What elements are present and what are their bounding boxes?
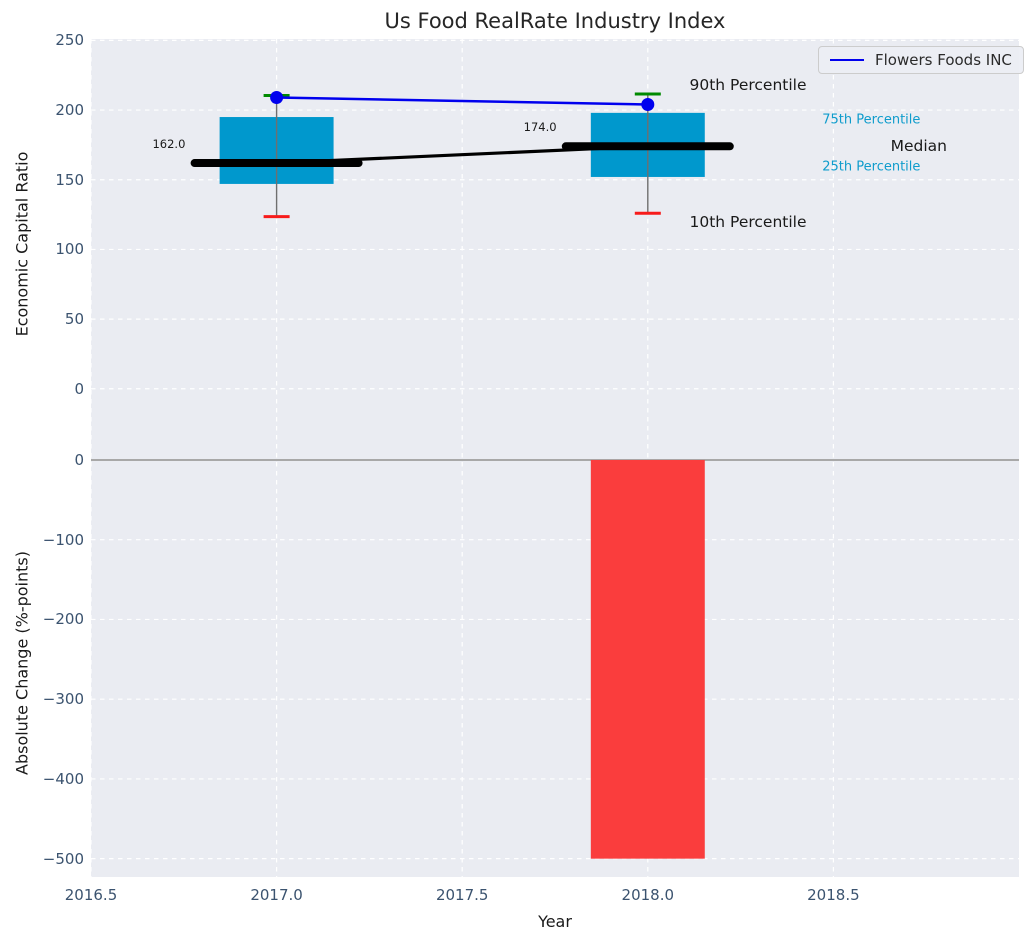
legend: Flowers Foods INC <box>818 46 1024 74</box>
y-tick-label-bottom: −200 <box>42 610 84 629</box>
company-marker <box>641 97 655 111</box>
y-tick-label-top: 50 <box>64 310 84 329</box>
annotation-median: Median <box>890 136 947 155</box>
y-tick-label-bottom: −500 <box>42 849 84 868</box>
x-axis-label: Year <box>538 912 572 931</box>
y-tick-label-top: 100 <box>55 240 84 259</box>
x-tick-label: 2017.0 <box>250 886 303 904</box>
change-bar <box>590 459 705 859</box>
annotation-75th-percentile: 75th Percentile <box>822 112 921 128</box>
annotation-162-0: 162.0 <box>152 137 186 152</box>
y-tick-label-top: 250 <box>55 31 84 50</box>
x-tick-label: 2018.0 <box>621 886 675 904</box>
annotation-25th-percentile: 25th Percentile <box>822 159 921 175</box>
x-tick-label: 2016.5 <box>64 886 118 904</box>
x-tick-label: 2018.5 <box>807 886 860 904</box>
y-tick-label-bottom: −300 <box>42 690 84 709</box>
company-line <box>276 96 648 106</box>
y-tick-label-top: 150 <box>55 170 84 189</box>
legend-line-sample-icon <box>830 59 864 61</box>
y-tick-label-top: 0 <box>74 379 84 398</box>
company-marker <box>270 91 284 105</box>
chart-title: Us Food RealRate Industry Index <box>384 9 726 33</box>
y-tick-label-bottom: 0 <box>74 450 84 469</box>
x-tick-label: 2017.5 <box>435 886 489 904</box>
annotation-10th-percentile: 10th Percentile <box>689 212 807 231</box>
annotation-90th-percentile: 90th Percentile <box>689 75 807 94</box>
legend-label: Flowers Foods INC <box>875 51 1012 69</box>
y-tick-label-bottom: −100 <box>42 530 84 549</box>
annotation-174-0: 174.0 <box>523 120 557 135</box>
y-tick-label-bottom: −400 <box>42 769 84 788</box>
y-axis-label-bottom: Absolute Change (%-points) <box>12 551 32 775</box>
y-tick-label-top: 200 <box>55 101 84 120</box>
